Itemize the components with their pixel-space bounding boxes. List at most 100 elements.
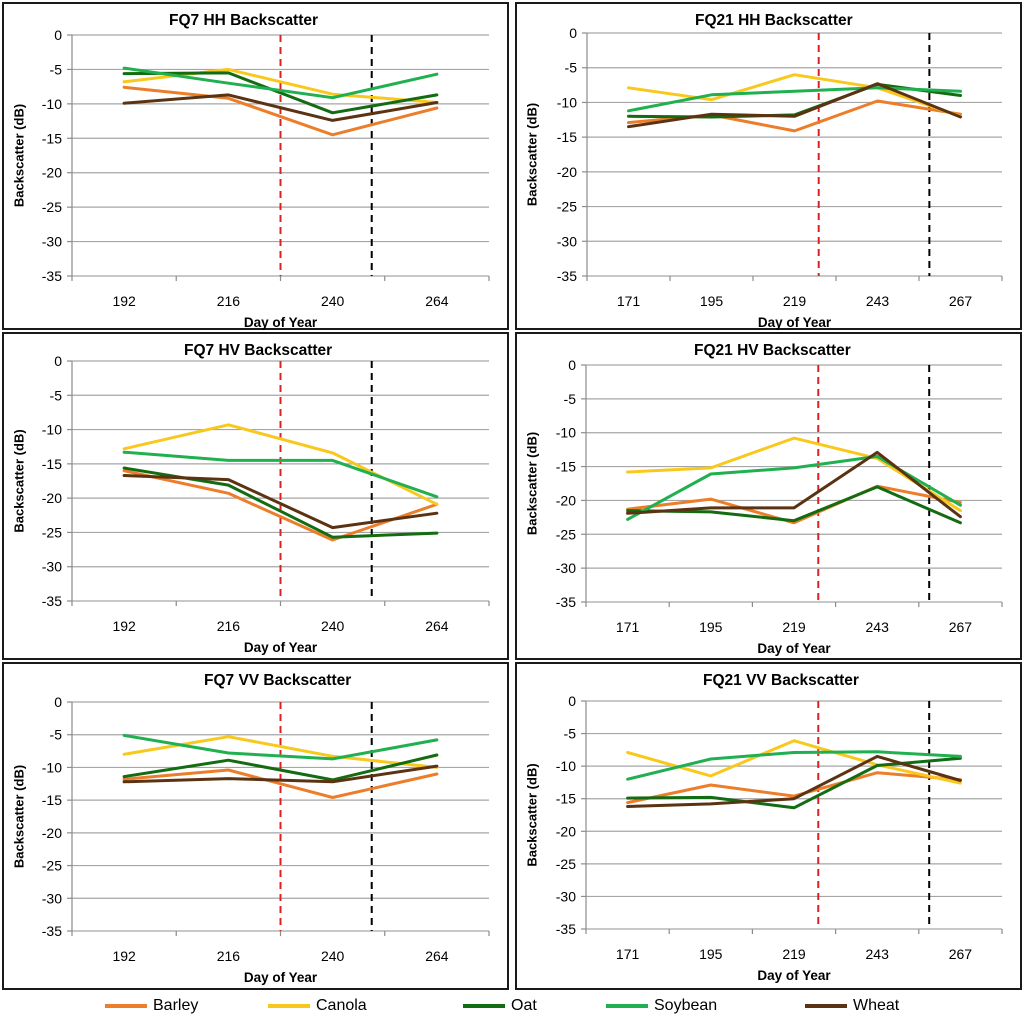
x-tick-label: 171: [616, 619, 640, 635]
series-line-oat: [122, 753, 439, 782]
chart-panel-fq21-vv: FQ21 VV Backscatter 0 -5 -10 -15 -20 -25 -30 -35…: [515, 662, 1022, 990]
legend: Barley Canola Oat Soybean Wheat: [0, 992, 1024, 1020]
y-tick-label: -15: [42, 456, 62, 472]
y-tick-label: -15: [556, 791, 576, 807]
y-tick-label: 0: [54, 353, 62, 369]
series-line-oat: [626, 485, 962, 525]
legend-item-soybean: Soybean: [606, 992, 717, 1020]
y-tick-label: -15: [556, 459, 576, 475]
legend-label-barley: Barley: [153, 997, 199, 1014]
y-tick-label: -20: [42, 825, 62, 841]
chart-svg-fq7-vv: FQ7 VV Backscatter 0 -5 -10 -15 -20 -25 -30 -35 1…: [11, 672, 490, 985]
x-tick-label: 240: [321, 948, 345, 964]
x-tick-label: 195: [699, 619, 723, 635]
x-tick-label: 171: [616, 946, 640, 962]
y-tick-label: -10: [556, 758, 576, 774]
y-tick-label: -30: [556, 888, 576, 904]
x-tick-label: 171: [617, 293, 641, 309]
y-tick-label: -30: [42, 559, 62, 575]
series-line-canola: [626, 739, 962, 785]
y-tick-label: -30: [557, 233, 577, 249]
series-line-wheat: [122, 93, 439, 122]
x-axis-label: Day of Year: [244, 970, 318, 985]
legend-item-wheat: Wheat: [805, 992, 899, 1020]
x-tick-label: 264: [425, 948, 449, 964]
y-tick-label: -15: [42, 792, 62, 808]
y-tick-label: -20: [42, 165, 62, 181]
x-tick-label: 195: [700, 293, 724, 309]
series-line-soybean: [122, 450, 439, 499]
x-tick-label: 240: [321, 618, 345, 634]
y-tick-label: -35: [42, 923, 62, 939]
y-tick-label: -35: [556, 921, 576, 937]
y-tick-label: -25: [42, 524, 62, 540]
legend-label-oat: Oat: [511, 997, 537, 1014]
series-line-canola: [626, 436, 962, 513]
series-line-wheat: [627, 82, 962, 129]
y-tick-label: -25: [42, 858, 62, 874]
x-tick-label: 267: [949, 946, 973, 962]
x-tick-label: 219: [783, 293, 807, 309]
series-line-wheat: [122, 764, 439, 784]
series-line-wheat: [626, 754, 962, 808]
y-tick-label: -35: [42, 268, 62, 284]
legend-label-canola: Canola: [316, 997, 367, 1014]
y-tick-label: -5: [564, 391, 577, 407]
legend-swatch-soybean: [606, 1004, 648, 1008]
x-tick-label: 219: [782, 619, 806, 635]
y-tick-label: -10: [42, 422, 62, 438]
series-line-barley: [626, 484, 962, 525]
chart-title: FQ21 HV Backscatter: [694, 342, 851, 359]
y-tick-label: -25: [556, 526, 576, 542]
legend-swatch-oat: [463, 1004, 505, 1008]
legend-label-wheat: Wheat: [853, 997, 900, 1014]
x-tick-label: 219: [782, 946, 806, 962]
series-line-barley: [626, 771, 962, 805]
y-tick-label: -5: [565, 60, 578, 76]
y-tick-label: -5: [564, 726, 577, 742]
x-tick-label: 216: [217, 618, 241, 634]
chart-title: FQ7 HH Backscatter: [169, 12, 318, 29]
y-tick-label: -5: [50, 727, 63, 743]
y-tick-label: -20: [556, 492, 576, 508]
y-tick-label: -35: [42, 593, 62, 609]
y-axis-label: Backscatter (dB): [524, 432, 539, 535]
chart-panel-fq7-vv: FQ7 VV Backscatter 0 -5 -10 -15 -20 -25 -30 -35 1…: [2, 662, 509, 990]
y-tick-label: -15: [557, 129, 577, 145]
chart-panel-fq7-hv: FQ7 HV Backscatter 0 -5 -10 -15 -20 -25 -30 -35 1…: [2, 332, 509, 660]
y-axis-label: Backscatter (dB): [11, 104, 26, 207]
chart-svg-fq21-hv: FQ21 HV Backscatter 0 -5 -10 -15 -20 -25 -30 -35…: [524, 342, 1003, 656]
y-axis-label: Backscatter (dB): [11, 429, 26, 532]
y-tick-label: -30: [42, 890, 62, 906]
x-tick-label: 264: [425, 293, 449, 309]
series-line-soybean: [122, 733, 439, 761]
chart-title: FQ21 HH Backscatter: [695, 12, 853, 29]
y-tick-label: 0: [568, 693, 576, 709]
series-line-barley: [122, 85, 439, 137]
chart-title: FQ7 VV Backscatter: [204, 672, 351, 689]
series-line-soybean: [122, 66, 439, 100]
x-tick-label: 267: [949, 293, 973, 309]
series-line-soybean: [626, 750, 962, 781]
chart-title: FQ7 HV Backscatter: [184, 342, 332, 359]
series-line-soybean: [627, 86, 962, 113]
y-tick-label: -5: [50, 61, 63, 77]
x-tick-label: 192: [112, 293, 136, 309]
x-tick-label: 216: [217, 293, 241, 309]
chart-svg-fq21-vv: FQ21 VV Backscatter 0 -5 -10 -15 -20 -25 -30 -35…: [524, 672, 1003, 983]
x-axis-label: Day of Year: [757, 641, 831, 656]
y-tick-label: -20: [557, 164, 577, 180]
y-tick-label: -30: [556, 560, 576, 576]
chart-svg-fq7-hh: FQ7 HH Backscatter 0 -5 -10 -15 -20 -25 -30 -35 1…: [11, 12, 490, 330]
legend-item-oat: Oat: [463, 992, 537, 1020]
y-tick-label: -10: [42, 759, 62, 775]
legend-swatch-wheat: [805, 1004, 847, 1008]
y-tick-label: -35: [557, 268, 577, 284]
y-tick-label: -10: [42, 96, 62, 112]
y-tick-label: 0: [54, 694, 62, 710]
legend-label-soybean: Soybean: [654, 997, 718, 1014]
x-axis-label: Day of Year: [757, 968, 831, 983]
y-tick-label: -35: [556, 594, 576, 610]
x-tick-label: 243: [866, 293, 890, 309]
